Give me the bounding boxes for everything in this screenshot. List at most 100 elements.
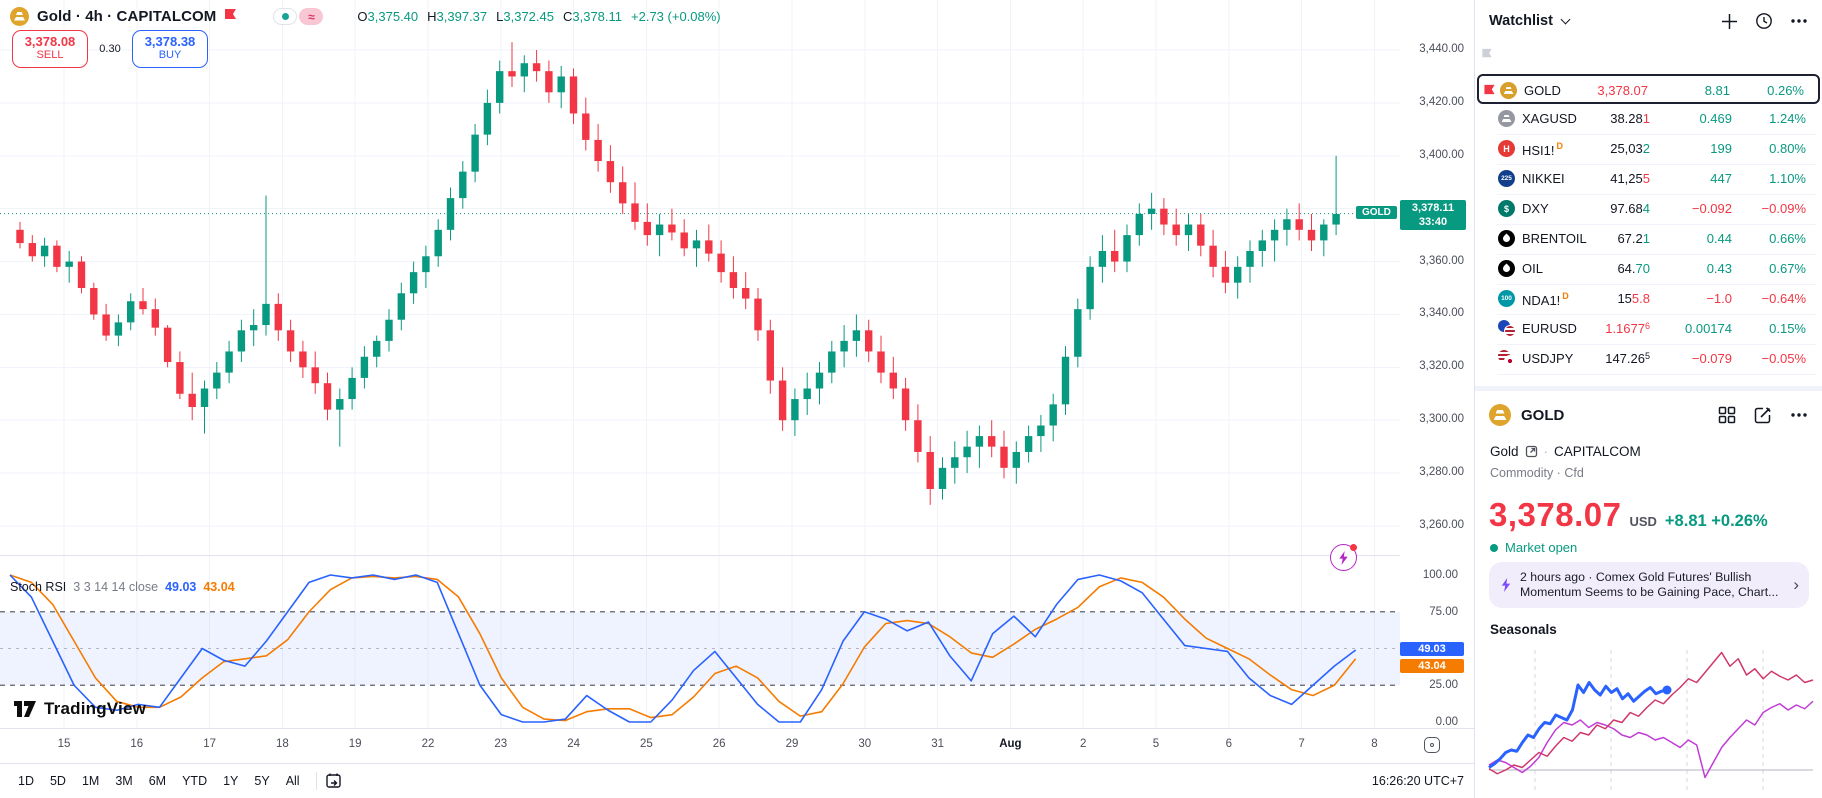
go-to-date-icon[interactable] (325, 772, 345, 790)
detail-more-icon[interactable] (1790, 412, 1808, 418)
stoch-rsi-pane[interactable] (0, 556, 1400, 728)
detail-name[interactable]: Gold (1490, 444, 1519, 459)
chg-pct-value: −0.05% (1761, 351, 1806, 366)
chg-value: 0.44 (1706, 231, 1732, 246)
watchlist-row-eurusd[interactable]: EURUSD 1.16776 0.00174 0.15% (1477, 314, 1820, 345)
axis-settings-icon[interactable] (1424, 737, 1440, 753)
detail-currency: USD (1629, 514, 1657, 529)
external-link-icon[interactable] (1525, 445, 1538, 458)
gold-icon (1500, 82, 1517, 99)
time-axis-label: 19 (348, 738, 362, 750)
edit-icon[interactable] (1754, 406, 1772, 424)
range-button-all[interactable]: All (285, 774, 300, 788)
watchlist-row-nda1[interactable]: 100 NDA1! D 155.8 −1.0 −0.64% (1477, 284, 1820, 315)
watchlist-row-nikkei[interactable]: 225 NIKKEI 41,255 447 1.10% (1477, 164, 1820, 195)
flash-news-button[interactable] (1330, 544, 1357, 571)
range-button-1m[interactable]: 1M (81, 774, 100, 788)
tradingview-monogram (14, 701, 36, 717)
candlestick-chart[interactable] (0, 0, 1400, 556)
symbol-title[interactable]: Gold · 4h · CAPITALCOM (37, 8, 217, 25)
chg-value: 0.00174 (1685, 321, 1732, 336)
range-button-6m[interactable]: 6M (148, 774, 167, 788)
brentoil-icon (1498, 230, 1515, 247)
sell-button[interactable]: 3,378.08 SELL (12, 30, 88, 68)
watchlist-row-hsi1[interactable]: H HSI1! D 25,032 199 0.80% (1477, 134, 1820, 165)
time-axis-label: 22 (421, 738, 435, 750)
time-axis[interactable]: 15 16 17 18 19 22 23 24 25 26 29 30 31 Aug 2 5 6 7 8 (0, 728, 1474, 763)
chg-pct-value: 0.67% (1769, 261, 1806, 276)
current-price-badge: 3,378.11 33:40 (1400, 200, 1466, 230)
notification-dot (1350, 544, 1357, 551)
row-flag-icon[interactable] (1483, 84, 1496, 99)
chg-value: 199 (1710, 141, 1732, 156)
range-button-5d[interactable]: 5D (49, 774, 66, 788)
watchlist-title[interactable]: Watchlist (1489, 13, 1553, 29)
symbol-name: NIKKEI (1522, 171, 1565, 186)
chg-value: −1.0 (1706, 291, 1732, 306)
chg-pct-value: 0.15% (1769, 321, 1806, 336)
range-button-ytd[interactable]: YTD (182, 774, 208, 788)
clock-history-icon[interactable] (1755, 12, 1773, 30)
chg-value: 0.469 (1699, 111, 1732, 126)
news-chevron-icon: › (1793, 575, 1799, 594)
flag-column-icon[interactable] (1481, 48, 1493, 62)
chg-pct-value: −0.64% (1761, 291, 1806, 306)
watchlist-row-brentoil[interactable]: BRENTOIL 67.21 0.44 0.66% (1477, 224, 1820, 255)
ohlc-change: +2.73 (+0.08%) (631, 9, 721, 24)
bar-countdown: 33:40 (1418, 216, 1448, 228)
symbol-name: NDA1! D (1522, 291, 1569, 308)
seasonals-chart[interactable] (1485, 642, 1817, 794)
chg-pct-value: 0.66% (1769, 231, 1806, 246)
range-button-3m[interactable]: 3M (115, 774, 133, 788)
watchlist-row-usdjpy[interactable]: USDJPY 147.265 −0.079 −0.05% (1477, 344, 1820, 375)
grid-view-icon[interactable] (1718, 406, 1736, 424)
indicator-params: 3 3 14 14 close (73, 580, 159, 594)
add-symbol-icon[interactable] (1721, 13, 1738, 30)
live-dot-toggle[interactable] (273, 8, 298, 25)
approx-toggle[interactable]: ≈ (299, 8, 324, 25)
range-button-1d[interactable]: 1D (18, 774, 34, 788)
last-value: 67.21 (1617, 231, 1650, 246)
time-axis-label: 29 (785, 738, 799, 750)
tradingview-logo[interactable]: TradingView (14, 699, 146, 719)
watchlist-row-oil[interactable]: OIL 64.70 0.43 0.67% (1477, 254, 1820, 285)
last-value: 147.265 (1605, 351, 1650, 366)
nikkei-icon: 225 (1498, 170, 1515, 187)
watchlist-row-xagusd[interactable]: XAGUSD 38.281 0.469 1.24% (1477, 104, 1820, 135)
chg-pct-value: 1.24% (1769, 111, 1806, 126)
symbol-name: GOLD (1524, 83, 1561, 98)
range-button-1y[interactable]: 1Y (223, 774, 239, 788)
flag-icon[interactable] (224, 8, 237, 26)
dxy-icon: $ (1498, 200, 1515, 217)
gold-coin-icon (1489, 404, 1511, 426)
buy-button[interactable]: 3,378.38 BUY (132, 30, 208, 68)
watchlist-more-icon[interactable] (1790, 18, 1808, 24)
detail-symbol-title[interactable]: GOLD (1521, 406, 1565, 424)
watchlist-row-gold[interactable]: GOLD 3,378.07 8.81 0.26% (1477, 74, 1820, 104)
chart-section: Gold · 4h · CAPITALCOM ≈ O3,375.40 H3,39… (0, 0, 1474, 790)
last-value: 38.281 (1610, 111, 1650, 126)
chevron-down-icon[interactable] (1560, 14, 1571, 25)
watchlist-row-dxy[interactable]: $ DXY 97.684 −0.092 −0.09% (1477, 194, 1820, 225)
time-axis-label: 23 (494, 738, 508, 750)
time-axis-label: 25 (639, 738, 653, 750)
panel-divider[interactable] (1474, 0, 1475, 798)
chg-value: 447 (1710, 171, 1732, 186)
news-banner[interactable]: 2 hours ago · Comex Gold Futures' Bullis… (1489, 562, 1809, 608)
price-axis-label: 3,420.00 (1419, 95, 1464, 108)
time-axis-label: 26 (712, 738, 726, 750)
indicator-legend[interactable]: Stoch RSI 3 3 14 14 close 49.03 43.04 (10, 580, 235, 594)
range-button-5y[interactable]: 5Y (254, 774, 270, 788)
price-axis-label: 3,280.00 (1419, 466, 1464, 479)
detail-exchange[interactable]: CAPITALCOM (1554, 444, 1641, 459)
detail-header: GOLD (1489, 404, 1808, 426)
last-value: 41,255 (1610, 171, 1650, 186)
clock-utc[interactable]: 16:26:20 UTC+7 (1371, 774, 1464, 788)
time-axis-label: 24 (567, 738, 580, 750)
mode-toggles: ≈ (273, 8, 324, 25)
time-axis-label: 2 (1079, 738, 1087, 750)
indicator-axis-label: 100.00 (1422, 569, 1458, 581)
chg-pct-value: 0.80% (1769, 141, 1806, 156)
symbol-name: DXY (1522, 201, 1549, 216)
price-axis-label: 3,260.00 (1419, 519, 1464, 531)
